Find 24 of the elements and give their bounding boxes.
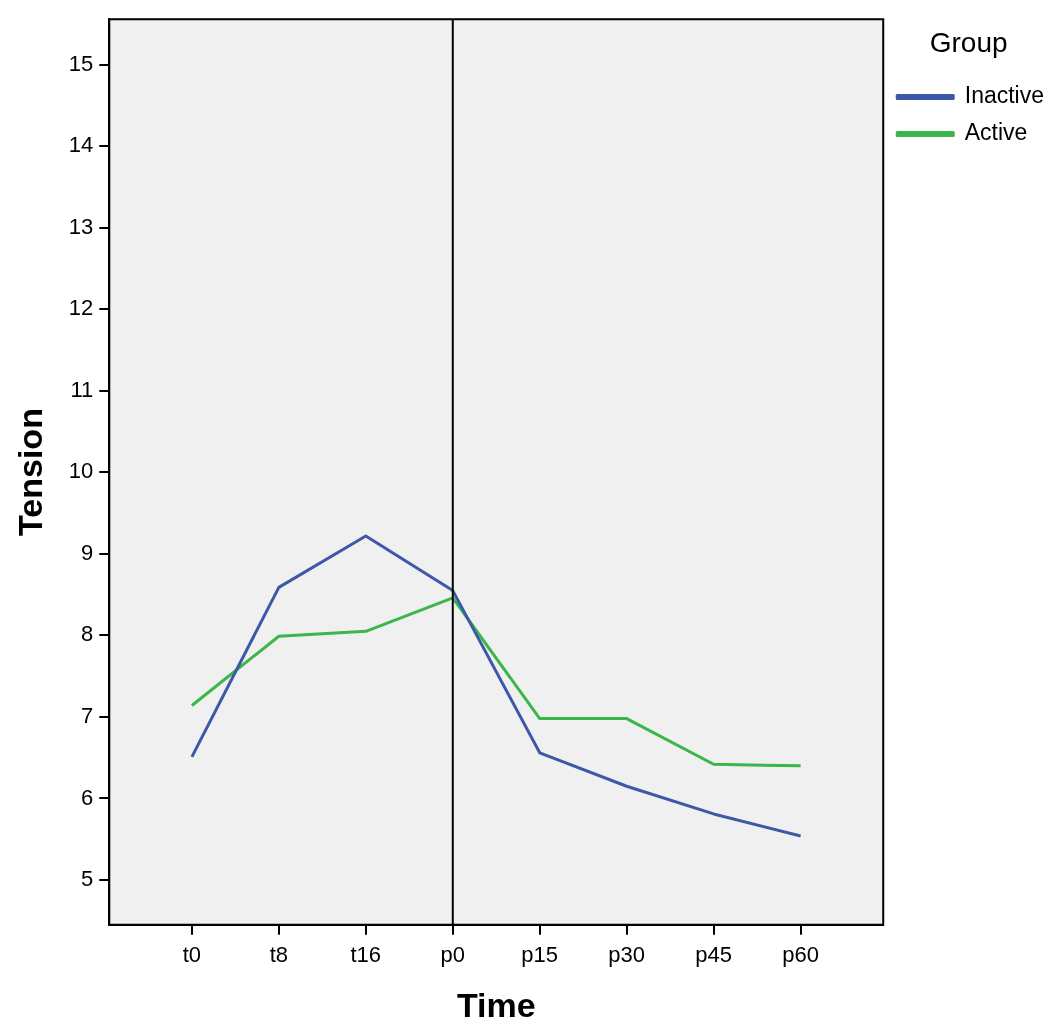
legend-label: Active — [964, 119, 1028, 146]
y-tick-label: 7 — [81, 703, 94, 729]
x-tick-label: t8 — [269, 942, 289, 968]
y-tick-label: 10 — [68, 458, 94, 484]
x-axis-title: Time — [456, 985, 536, 1024]
x-tick-label: p15 — [521, 942, 559, 968]
y-tick-label: 15 — [68, 50, 94, 76]
y-axis-title: Tension — [10, 408, 49, 536]
x-tick-label: p0 — [440, 942, 466, 968]
y-tick-label: 5 — [81, 866, 94, 892]
legend-title: Group — [929, 26, 1008, 58]
y-tick-label: 13 — [68, 213, 94, 239]
x-tick-label: p45 — [695, 942, 733, 968]
y-tick-label: 12 — [68, 295, 94, 321]
y-tick-label: 6 — [81, 784, 94, 810]
legend-label: Inactive — [964, 82, 1044, 109]
y-tick-label: 8 — [81, 621, 94, 647]
x-tick-label: t16 — [350, 942, 382, 968]
x-tick-label: p60 — [782, 942, 819, 968]
y-tick-label: 11 — [70, 376, 94, 402]
y-tick-label: 14 — [68, 132, 94, 158]
x-tick-label: t0 — [182, 942, 202, 968]
y-tick-label: 9 — [81, 539, 94, 565]
x-tick-label: p30 — [608, 942, 646, 968]
